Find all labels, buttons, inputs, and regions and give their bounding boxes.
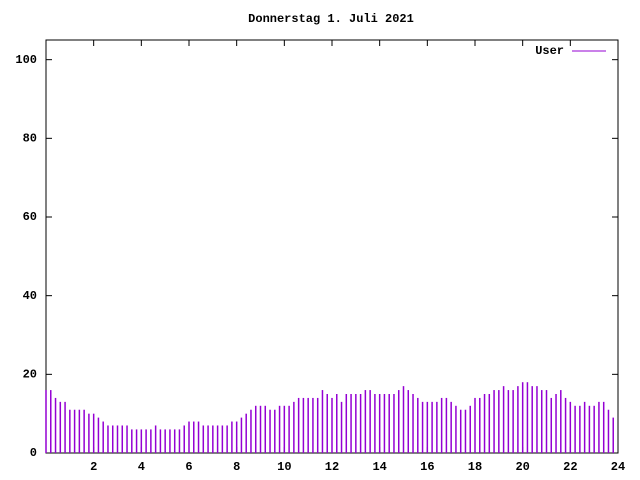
x-tick-label: 10 [277,460,291,474]
y-tick-label: 40 [23,289,37,303]
chart-title: Donnerstag 1. Juli 2021 [248,12,414,26]
legend-label: User [535,44,564,58]
x-tick-label: 14 [372,460,386,474]
x-tick-label: 24 [611,460,625,474]
y-tick-label: 0 [30,446,37,460]
y-tick-label: 60 [23,210,37,224]
x-tick-label: 20 [515,460,529,474]
x-tick-label: 6 [185,460,192,474]
x-tick-label: 18 [468,460,482,474]
y-tick-label: 20 [23,368,37,382]
x-tick-label: 8 [233,460,240,474]
x-tick-label: 22 [563,460,577,474]
y-tick-label: 100 [15,53,37,67]
x-tick-label: 16 [420,460,434,474]
x-tick-label: 2 [90,460,97,474]
y-tick-label: 80 [23,132,37,146]
x-tick-label: 12 [325,460,339,474]
x-tick-label: 4 [138,460,145,474]
